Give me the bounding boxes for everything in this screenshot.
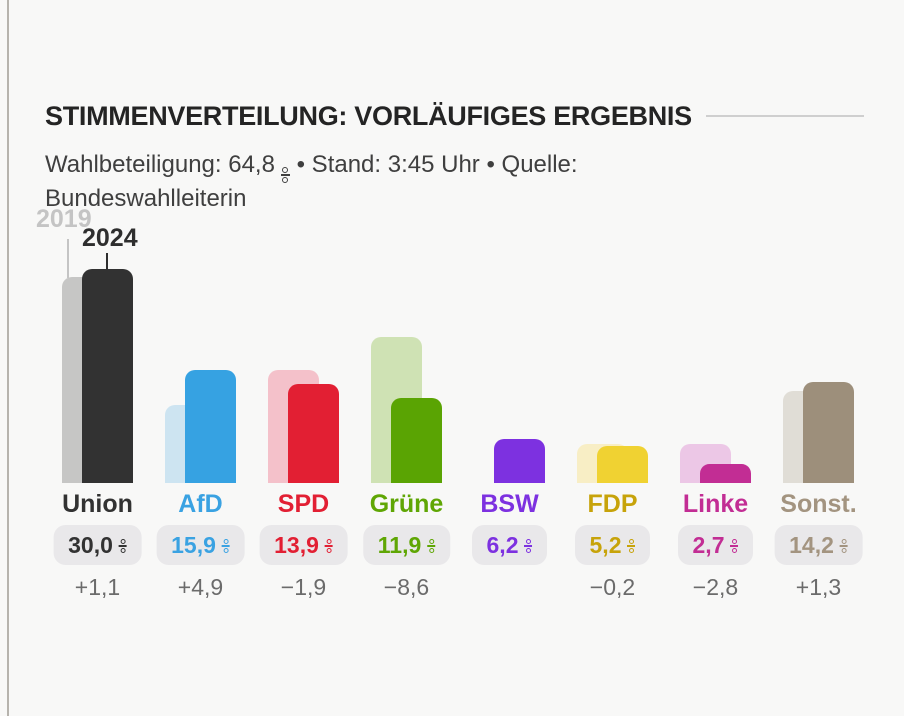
change-vs-2019-sonst: +1,3 [795, 574, 842, 600]
change-vs-2019-union: +1,1 [74, 574, 121, 600]
value-2024-afd: 15,9 [171, 531, 216, 558]
value-badge-afd: 15,9 [156, 525, 245, 565]
party-label-sonst: Sonst. [780, 490, 857, 518]
percent-icon [118, 539, 127, 553]
chart-header: STIMMENVERTEILUNG: VORLÄUFIGES ERGEBNIS [45, 82, 864, 150]
value-badge-union: 30,0 [53, 525, 142, 565]
bar-2024-grne [391, 398, 442, 483]
percent-icon [839, 539, 848, 553]
bar-2024-linke [700, 464, 751, 483]
bar-2024-sonst [803, 382, 854, 483]
value-badge-sonst: 14,2 [774, 525, 863, 565]
percent-icon [324, 539, 333, 553]
chart-subtitle: Wahlbeteiligung: 64,8 • Stand: 3:45 Uhr … [45, 148, 745, 215]
value-2024-bsw: 6,2 [486, 531, 519, 558]
bar-2024-union [82, 269, 133, 483]
value-2024-linke: 2,7 [692, 531, 725, 558]
change-vs-2019-grne: −8,6 [383, 574, 430, 600]
percent-icon [524, 539, 533, 553]
value-badge-grne: 11,9 [362, 525, 451, 565]
bar-2024-spd [288, 384, 339, 483]
value-2024-spd: 13,9 [274, 531, 319, 558]
subtitle-meta-text: • Stand: 3:45 Uhr • Quelle: Bundeswahlle… [45, 151, 578, 212]
party-label-fdp: FDP [587, 490, 638, 518]
percent-icon [427, 539, 436, 553]
value-2024-fdp: 5,2 [589, 531, 622, 558]
change-vs-2019-fdp: −0,2 [589, 574, 636, 600]
value-2024-sonst: 14,2 [789, 531, 834, 558]
change-vs-2019-afd: +4,9 [177, 574, 224, 600]
party-label-afd: AfD [178, 490, 223, 518]
percent-icon [221, 539, 230, 553]
title-divider-line [705, 115, 864, 118]
party-label-union: Union [62, 490, 133, 518]
left-edge-rule [7, 0, 9, 716]
percent-icon [730, 539, 739, 553]
party-label-spd: SPD [277, 490, 330, 518]
value-2024-grne: 11,9 [377, 531, 422, 558]
percent-icon [280, 167, 290, 183]
bar-2024-bsw [494, 439, 545, 483]
legend-label-2019: 2019 [36, 205, 92, 233]
value-badge-linke: 2,7 [677, 525, 754, 565]
value-badge-spd: 13,9 [259, 525, 348, 565]
legend-connector-2024 [106, 253, 108, 269]
party-label-bsw: BSW [480, 490, 539, 518]
party-label-linke: Linke [682, 490, 749, 518]
legend-connector-2019 [67, 239, 69, 278]
value-badge-fdp: 5,2 [574, 525, 651, 565]
bar-2024-afd [185, 370, 236, 483]
percent-icon [627, 539, 636, 553]
change-vs-2019-linke: −2,8 [692, 574, 739, 600]
page-title: STIMMENVERTEILUNG: VORLÄUFIGES ERGEBNIS [45, 101, 692, 132]
bar-2024-fdp [597, 446, 648, 483]
value-2024-union: 30,0 [68, 531, 113, 558]
change-vs-2019-spd: −1,9 [280, 574, 327, 600]
subtitle-turnout-text: Wahlbeteiligung: 64,8 [45, 151, 275, 178]
value-badge-bsw: 6,2 [471, 525, 548, 565]
party-label-grne: Grüne [369, 490, 444, 518]
legend-label-2024: 2024 [82, 224, 138, 252]
